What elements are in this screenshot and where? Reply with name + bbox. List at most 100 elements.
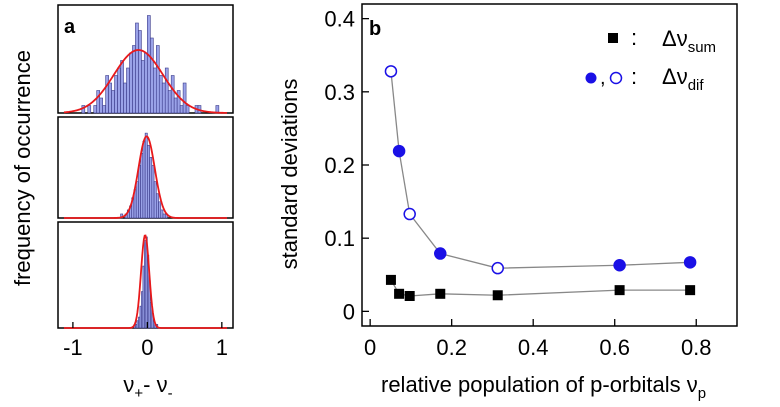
series-line (390, 71, 691, 269)
sum-data-point (404, 290, 415, 301)
histogram-bar (144, 132, 148, 219)
histogram-bar (93, 105, 98, 114)
histogram-bar (161, 82, 166, 114)
sum-data-point (385, 274, 396, 285)
x-tick-label: 0 (364, 335, 376, 360)
histogram-bar (140, 153, 144, 219)
histogram-bar (102, 105, 106, 114)
legend-sum-label: Δνsum (662, 26, 716, 56)
histogram-bar (135, 22, 139, 114)
y-tick-label: 0.1 (324, 226, 355, 251)
histogram-bar (185, 105, 190, 114)
histogram-bar (111, 90, 115, 114)
dif-data-point (683, 256, 697, 269)
histogram-bar (96, 90, 101, 114)
x-tick-label: 0.8 (681, 335, 712, 360)
dif-data-point (384, 65, 398, 78)
legend-dif-label: Δνdif (662, 64, 704, 94)
histogram-bar (114, 75, 118, 114)
histogram-bar (105, 75, 109, 114)
histogram-bar (162, 213, 166, 219)
histogram-bar (167, 90, 172, 114)
histogram-bar (155, 45, 160, 114)
histogram-bar (138, 165, 141, 219)
histogram-bar (129, 52, 133, 114)
x-tick-label: 0.4 (518, 335, 549, 360)
sum-data-point (614, 285, 625, 296)
histogram-bar (164, 67, 169, 114)
y-tick-label: 0.3 (324, 80, 355, 105)
panel-b-markers (384, 65, 697, 301)
legend-sum-colon: : (631, 25, 637, 50)
x-tick-label: -1 (63, 335, 83, 360)
histogram-bar (141, 60, 145, 114)
legend-dif-comma: , (600, 67, 606, 89)
gaussian-fit-curve (63, 234, 228, 329)
panel-b-legend: : Δνsum , : Δνdif (585, 25, 716, 94)
histogram-bar (87, 105, 92, 114)
histogram-bar (138, 30, 142, 114)
histogram-top (63, 15, 228, 114)
panel-a-xlabel: ν+- ν- (123, 372, 172, 402)
histogram-bar (99, 97, 103, 114)
sum-data-point (685, 285, 696, 296)
histogram-bar (153, 67, 157, 114)
panel-b-connecting-lines (390, 71, 691, 297)
histogram-bar (108, 82, 112, 114)
histogram-bar (153, 181, 157, 219)
legend-dif-colon: : (631, 64, 637, 89)
histogram-bar (170, 75, 175, 114)
sum-data-point (435, 288, 446, 299)
panel-b-axes: 0 0.2 0.4 0.6 0.8 0 0.1 0.2 0.3 0.4 (324, 7, 711, 360)
histogram-bar (117, 67, 121, 114)
panel-b: standard deviations b 0 0.2 0.4 0.6 0.800.10… (277, 3, 738, 402)
x-tick-label: 0 (141, 335, 153, 360)
panel-b-label: b (369, 18, 381, 40)
dif-data-point (392, 144, 406, 158)
histogram-bottom (63, 234, 228, 329)
histogram-bar (150, 37, 154, 114)
dif-data-point (491, 261, 504, 275)
histogram-bar (173, 97, 178, 114)
histogram-bar (123, 82, 127, 114)
histogram-bar (144, 52, 148, 114)
gaussian-fit-curve (63, 49, 228, 114)
y-tick-label: 0.4 (324, 7, 355, 32)
histogram-bar (149, 157, 153, 219)
sum-data-point (492, 290, 503, 301)
legend-dif-filled-marker (585, 72, 597, 84)
histogram-bar (142, 140, 146, 219)
dif-data-point (434, 247, 447, 260)
panel-a: frequency of occurrence a -1 0 1 ν+- ν- (10, 4, 234, 402)
gaussian-fit-curve (63, 135, 228, 219)
histogram-bar (158, 201, 162, 219)
sum-data-point (394, 288, 405, 299)
legend-sum-marker (608, 33, 618, 43)
histogram-bar (176, 90, 181, 114)
histogram-bar (147, 15, 151, 114)
panel-a-label: a (64, 16, 76, 38)
y-tick-label: 0.2 (324, 153, 355, 178)
y-tick-label: 0 (343, 299, 355, 324)
histogram-middle (63, 132, 228, 219)
histogram-bar (132, 45, 136, 114)
x-tick-label: 0.6 (599, 335, 630, 360)
histogram-bar (155, 193, 159, 219)
histogram-bar (135, 181, 139, 219)
panel-a-x-axis: -1 0 1 (63, 322, 228, 360)
histogram-bar (151, 165, 155, 219)
dif-data-point (613, 259, 626, 272)
x-tick-label: 0.2 (436, 335, 467, 360)
dif-data-point (403, 207, 416, 221)
histogram-bar (160, 209, 164, 219)
panel-a-ylabel: frequency of occurrence (10, 50, 35, 286)
x-tick-label: 1 (216, 335, 228, 360)
histogram-bar (147, 144, 150, 219)
histogram-bar (126, 67, 130, 114)
histogram-bar (158, 75, 163, 114)
histogram-bar (182, 82, 187, 114)
histogram-bar (120, 60, 124, 114)
panel-b-xlabel: relative population of p-orbitals νp (381, 372, 706, 402)
panel-b-frame (361, 3, 738, 327)
